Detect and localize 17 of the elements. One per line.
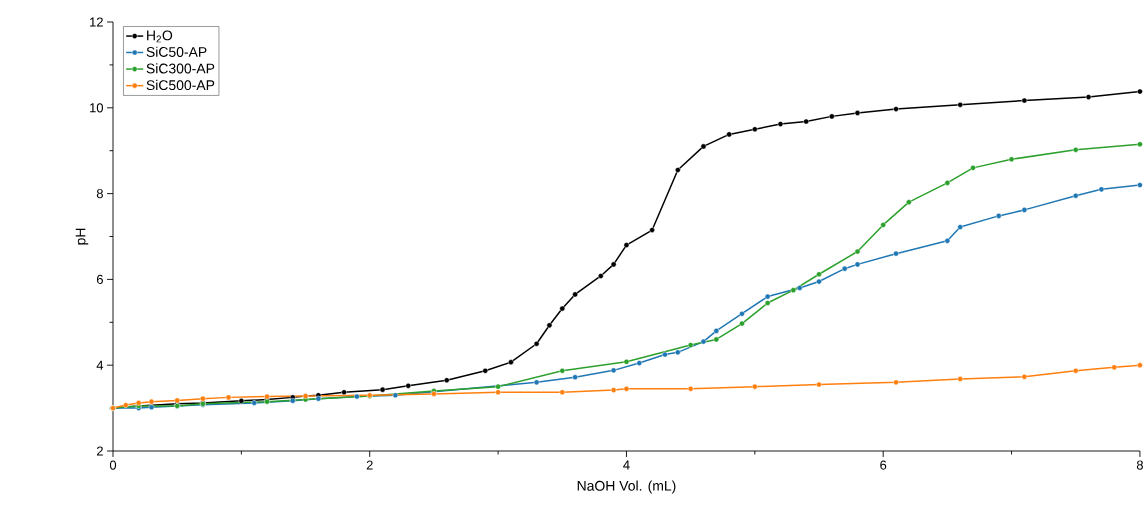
x-tick-label: 8 — [1136, 460, 1143, 470]
legend-label: SiC50-AP — [146, 46, 207, 57]
y-tick-label: 2 — [96, 446, 103, 456]
x-tick-label: 2 — [366, 460, 373, 470]
legend-label: SiC500-AP — [146, 79, 215, 91]
y-tick-label: 6 — [96, 274, 103, 284]
y-tick-label: 4 — [96, 360, 104, 370]
legend-label: SiC300-AP — [146, 63, 215, 74]
x-axis-title: NaOH Vol. (mL) — [577, 480, 676, 494]
legend-label: H$_{2}$O — [147, 30, 173, 43]
y-tick-label: 8 — [96, 189, 103, 199]
y-axis-title: pH — [75, 228, 89, 245]
y-tick-label: 10 — [90, 103, 103, 113]
x-tick-label: 4 — [623, 460, 630, 470]
y-tick-label: 12 — [90, 17, 103, 27]
x-tick-label: 0 — [109, 460, 117, 470]
x-tick-label: 6 — [880, 460, 887, 470]
